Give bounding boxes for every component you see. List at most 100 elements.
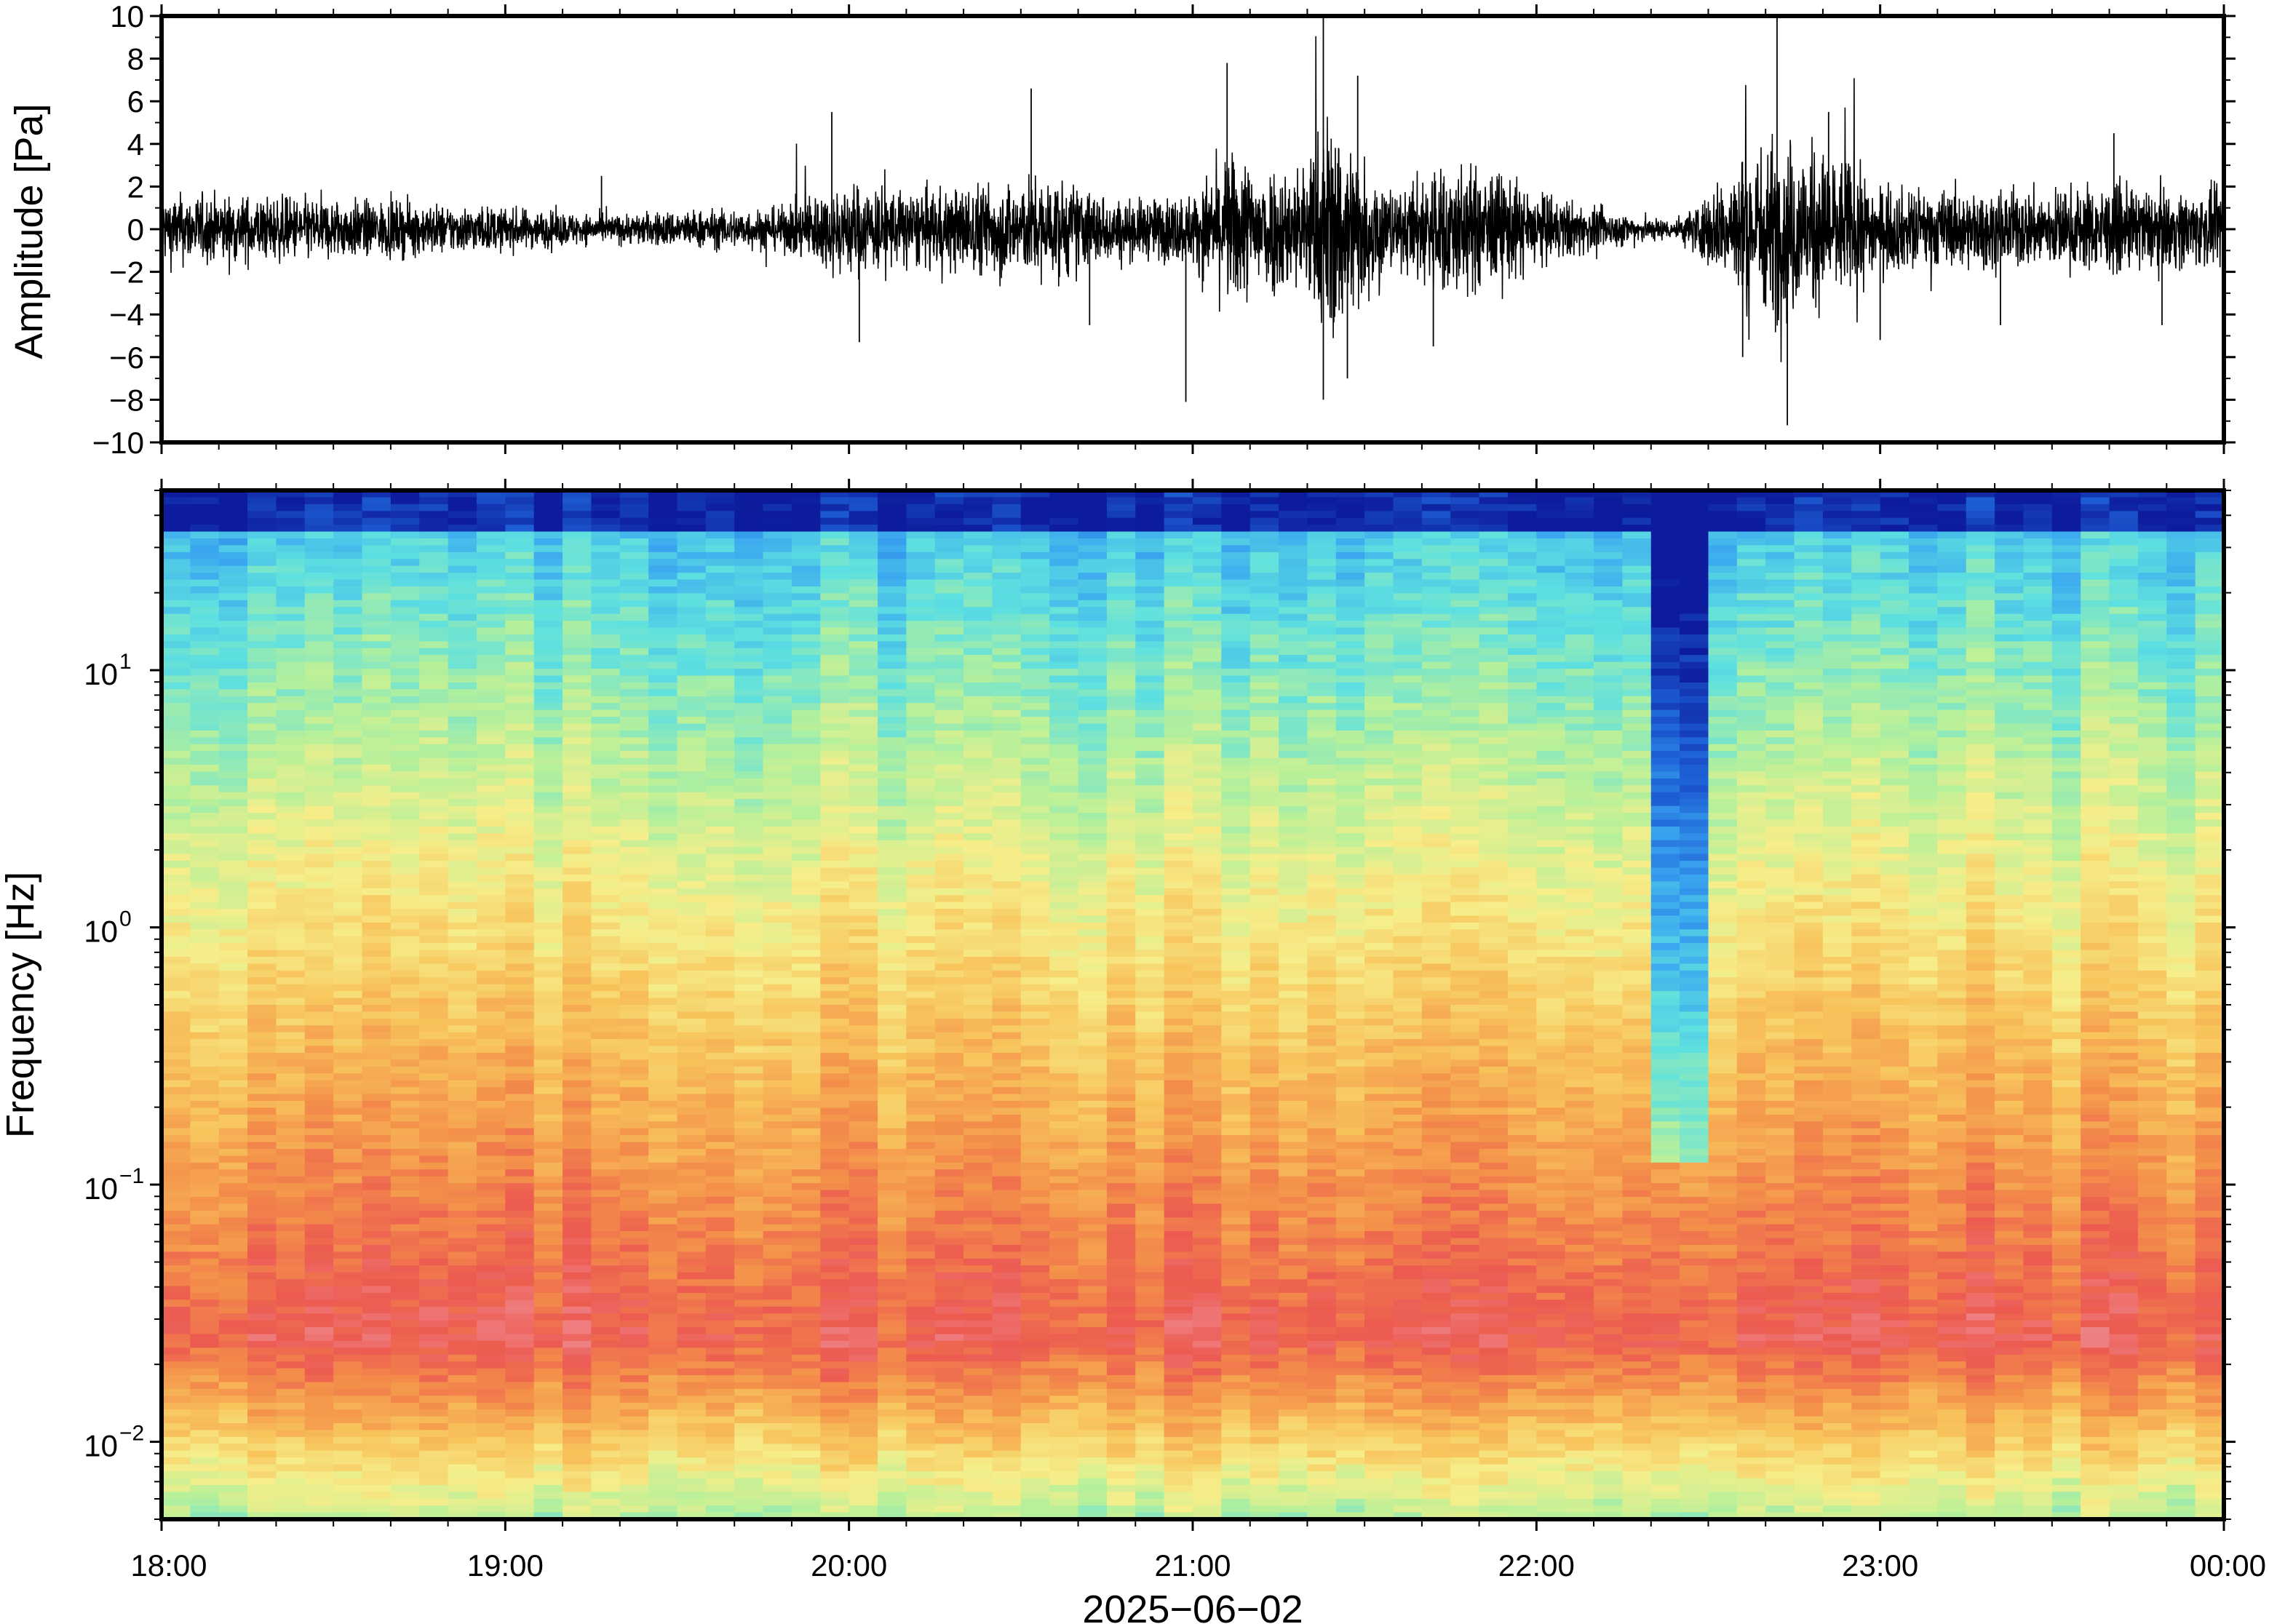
- spectrogram-cell: [791, 503, 822, 512]
- spectrogram-cell: [218, 1292, 248, 1301]
- spectrogram-cell: [591, 1416, 621, 1424]
- spectrogram-cell: [820, 1039, 850, 1047]
- spectrogram-cell: [705, 511, 736, 519]
- spectrogram-cell: [563, 943, 592, 951]
- spectrogram-cell: [648, 682, 678, 690]
- spectrogram-cell: [505, 648, 535, 656]
- spectrogram-cell: [820, 1292, 850, 1301]
- spectrogram-cell: [533, 833, 563, 841]
- spectrogram-cell: [390, 531, 421, 539]
- spectrogram-cell: [763, 1196, 792, 1205]
- spectrogram-cell: [419, 805, 449, 813]
- spectrogram-cell: [362, 950, 392, 958]
- spectrogram-cell: [619, 998, 649, 1006]
- spectrogram-cell: [677, 771, 707, 779]
- spectrogram-cell: [1020, 675, 1050, 683]
- spectrogram-cell: [705, 1128, 736, 1136]
- spectrogram-cell: [563, 1340, 592, 1349]
- spectrogram-cell: [304, 559, 334, 567]
- spectrogram-cell: [563, 901, 592, 909]
- spectrogram-cell: [276, 915, 306, 923]
- spectrogram-cell: [476, 1203, 506, 1211]
- spectrogram-cell: [763, 1162, 792, 1171]
- spectrogram-cell: [763, 1354, 792, 1362]
- spectrogram-cell: [791, 511, 822, 519]
- spectrogram-cell: [247, 1169, 277, 1177]
- spectrogram-cell: [505, 545, 535, 553]
- spectrogram-cell: [390, 853, 421, 861]
- spectrogram-cell: [276, 1114, 306, 1123]
- spectrogram-cell: [190, 689, 220, 697]
- spectrogram-cell: [591, 682, 621, 690]
- spectrogram-cell: [276, 675, 306, 683]
- spectrogram-cell: [304, 922, 334, 931]
- spectrogram-cell: [934, 682, 964, 690]
- spectrogram-cell: [533, 600, 563, 608]
- spectrogram-cell: [934, 936, 964, 944]
- spectrogram-cell: [648, 1265, 678, 1273]
- spectrogram-cell: [934, 757, 964, 765]
- spectrogram-cell: [247, 922, 277, 931]
- spectrogram-cell: [247, 600, 277, 608]
- spectrogram-cell: [734, 895, 764, 903]
- spectrogram-cell: [763, 957, 792, 965]
- spectrogram-cell: [1020, 1039, 1050, 1047]
- spectrogram-cell: [619, 1190, 649, 1198]
- spectrogram-cell: [162, 1183, 191, 1191]
- spectrogram-cell: [591, 881, 621, 889]
- spectrogram-cell: [505, 1375, 535, 1383]
- spectrogram-cell: [533, 1444, 563, 1452]
- spectrogram-cell: [992, 970, 1022, 979]
- spectrogram-cell: [390, 1018, 421, 1027]
- spectrogram-cell: [505, 881, 535, 889]
- spectrogram-cell: [563, 1368, 592, 1376]
- spectrogram-cell: [906, 1203, 936, 1211]
- spectrogram-cell: [963, 799, 993, 807]
- spectrogram-cell: [218, 709, 248, 717]
- spectrogram-cell: [419, 1423, 449, 1431]
- spectrogram-cell: [591, 737, 621, 745]
- spectrogram-cell: [190, 1361, 220, 1369]
- spectrogram-cell: [677, 936, 707, 944]
- spectrogram-cell: [190, 847, 220, 855]
- spectrogram-cell: [333, 888, 363, 896]
- spectrogram-cell: [505, 991, 535, 999]
- spectrogram-cell: [677, 1148, 707, 1157]
- spectrogram-cell: [963, 1423, 993, 1431]
- spectrogram-cell: [505, 813, 535, 821]
- spectrogram-cell: [791, 1416, 822, 1424]
- spectrogram-cell: [849, 682, 878, 690]
- spectrogram-cell: [333, 627, 363, 635]
- spectrogram-cell: [963, 861, 993, 869]
- spectrogram-cell: [162, 799, 191, 807]
- spectrogram-cell: [820, 503, 850, 512]
- spectrogram-cell: [162, 497, 191, 505]
- spectrogram-cell: [648, 1025, 678, 1033]
- spectrogram-cell: [362, 1011, 392, 1019]
- spectrogram-cell: [1049, 730, 1079, 739]
- spectrogram-cell: [162, 1292, 191, 1301]
- spectrogram-cell: [849, 1444, 878, 1452]
- spectrogram-cell: [591, 1142, 621, 1150]
- spectrogram-cell: [390, 607, 421, 615]
- spectrogram-cell: [591, 813, 621, 821]
- spectrogram-cell: [705, 1396, 736, 1404]
- spectrogram-cell: [591, 785, 621, 793]
- spectrogram-cell: [705, 669, 736, 677]
- spectrogram-cell: [934, 1402, 964, 1410]
- spectrogram-cell: [963, 813, 993, 821]
- spectrogram-cell: [533, 517, 563, 525]
- spectrogram-cell: [677, 565, 707, 573]
- spectrogram-cell: [734, 717, 764, 725]
- spectrogram-cell: [505, 1265, 535, 1273]
- spectrogram-cell: [677, 1142, 707, 1150]
- spectrogram-cell: [934, 1025, 964, 1033]
- spectrogram-cell: [934, 1396, 964, 1404]
- spectrogram-cell: [763, 1382, 792, 1390]
- spectrogram-cell: [791, 490, 822, 498]
- spectrogram-cell: [820, 1306, 850, 1314]
- spectrogram-cell: [878, 1114, 907, 1123]
- spectrogram-cell: [1020, 682, 1050, 690]
- spectrogram-cell: [849, 963, 878, 971]
- spectrogram-cell: [533, 1430, 563, 1438]
